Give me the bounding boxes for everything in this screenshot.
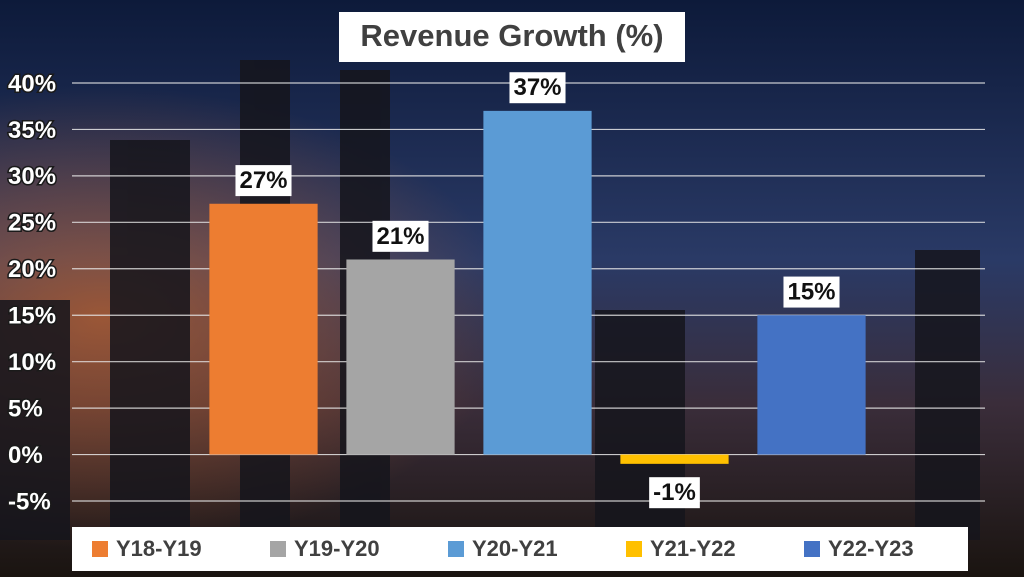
y-tick-label: 30%: [8, 163, 56, 190]
value-label: -1%: [653, 479, 696, 506]
legend-label: Y18-Y19: [116, 536, 202, 561]
y-tick-label: -5%: [8, 488, 51, 515]
legend-swatch: [270, 541, 286, 557]
bar: [346, 259, 455, 455]
chart-title: Revenue Growth (%): [360, 18, 663, 53]
value-label-box: [235, 165, 292, 197]
bar: [209, 203, 318, 455]
value-label: 21%: [376, 223, 424, 250]
legend-label: Y20-Y21: [472, 536, 558, 561]
legend-swatch: [804, 541, 820, 557]
value-label: 27%: [239, 167, 287, 194]
value-label-box: [649, 477, 700, 509]
y-tick-label: 25%: [8, 210, 56, 237]
legend-swatch: [448, 541, 464, 557]
value-label: 37%: [513, 74, 561, 101]
value-label: 15%: [787, 279, 835, 306]
y-tick-label: 10%: [8, 349, 56, 376]
y-tick-label: 5%: [8, 395, 43, 422]
legend-swatch: [626, 541, 642, 557]
y-tick-label: 0%: [8, 442, 43, 469]
y-tick-label: 40%: [8, 70, 56, 97]
bar: [620, 454, 729, 464]
y-tick-label: 20%: [8, 256, 56, 283]
y-tick-label: 35%: [8, 117, 56, 144]
value-label-box: [372, 220, 429, 252]
bar: [483, 110, 592, 455]
legend-label: Y21-Y22: [650, 536, 736, 561]
legend-swatch: [92, 541, 108, 557]
value-label-box: [783, 276, 840, 308]
legend-label: Y22-Y23: [828, 536, 914, 561]
value-label-box: [509, 72, 566, 104]
legend-label: Y19-Y20: [294, 536, 380, 561]
bar: [757, 315, 866, 455]
title-box: [339, 12, 685, 62]
y-tick-label: 15%: [8, 303, 56, 330]
